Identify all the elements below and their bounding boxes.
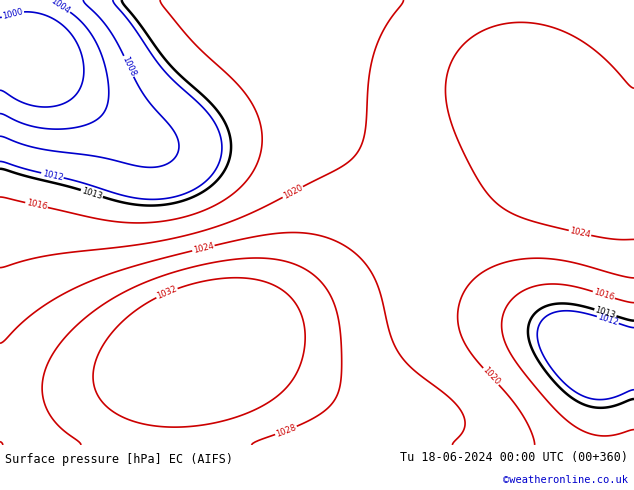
Text: 1016: 1016 xyxy=(592,288,615,302)
Text: 1008: 1008 xyxy=(120,55,138,78)
Text: Surface pressure [hPa] EC (AIFS): Surface pressure [hPa] EC (AIFS) xyxy=(5,453,233,466)
Text: 1004: 1004 xyxy=(49,0,72,16)
Text: 1012: 1012 xyxy=(597,313,619,327)
Text: 1020: 1020 xyxy=(481,366,501,387)
Text: ©weatheronline.co.uk: ©weatheronline.co.uk xyxy=(503,475,628,485)
Text: 1013: 1013 xyxy=(594,305,617,320)
Text: Tu 18-06-2024 00:00 UTC (00+360): Tu 18-06-2024 00:00 UTC (00+360) xyxy=(399,451,628,464)
Text: 1012: 1012 xyxy=(41,169,63,182)
Text: 1024: 1024 xyxy=(192,241,215,255)
Text: 1016: 1016 xyxy=(25,198,48,212)
Text: 1000: 1000 xyxy=(1,7,24,21)
Text: 1024: 1024 xyxy=(569,226,592,240)
Text: 1032: 1032 xyxy=(155,285,178,301)
Text: 1013: 1013 xyxy=(81,186,103,201)
Text: 1020: 1020 xyxy=(281,183,304,201)
Text: 1028: 1028 xyxy=(275,422,297,439)
